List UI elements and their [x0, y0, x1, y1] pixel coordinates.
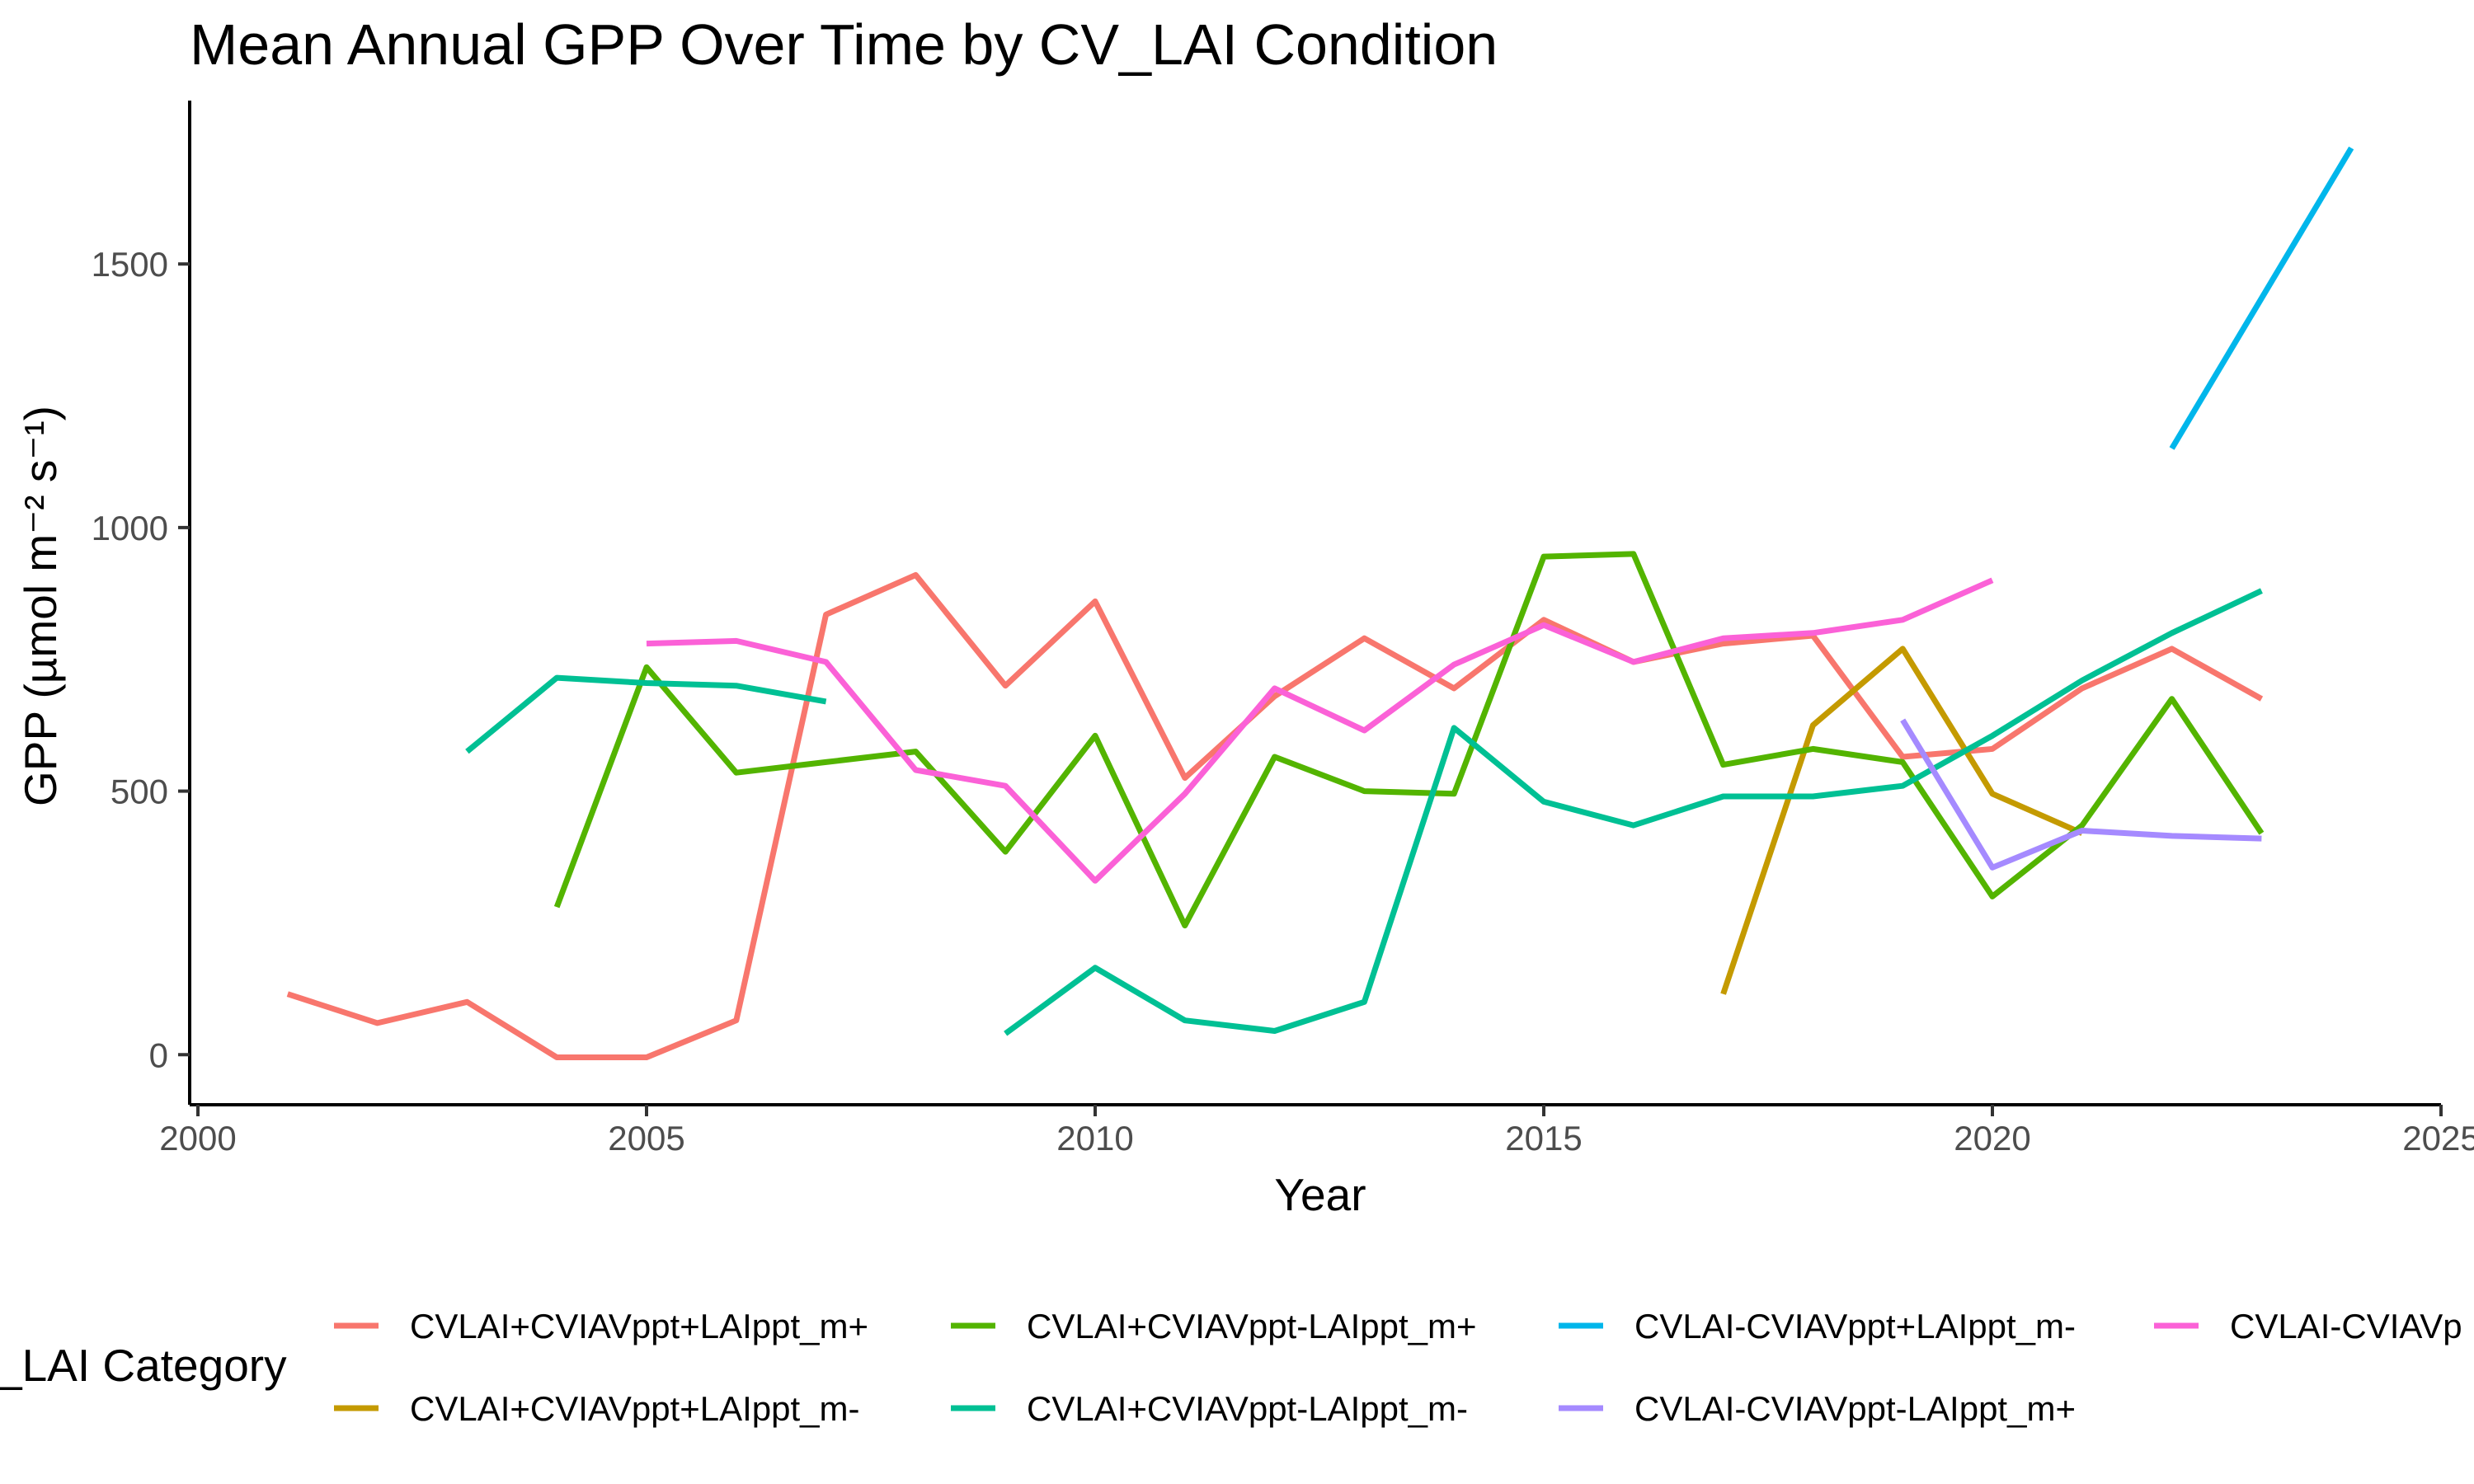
series-line [646, 577, 1994, 884]
y-tick-label: 1500 [92, 245, 168, 284]
legend-title: _LAI Category [0, 1340, 287, 1391]
x-tick-label: 2000 [159, 1119, 236, 1158]
legend-label: CVLAI+CVIAVppt+LAIppt_m- [410, 1389, 860, 1428]
x-tick-label: 2005 [608, 1119, 684, 1158]
x-tick-label: 2020 [1954, 1119, 2030, 1158]
y-axis-ticks: 0 500 1000 1500 [92, 245, 190, 1074]
y-tick-label: 0 [149, 1036, 168, 1074]
series-line [553, 551, 2265, 929]
legend: _LAI Category CVLAI+CVIAVppt+LAIppt_m+ CV… [0, 1307, 2462, 1428]
series-line [1900, 718, 2262, 871]
legend-label: CVLAI-CVIAVppt+LAIppt_m- [1634, 1307, 2076, 1345]
series-line [286, 571, 2264, 1060]
y-tick-label: 1000 [92, 509, 168, 547]
legend-label: CVLAI+CVIAVppt-LAIppt_m+ [1027, 1307, 1477, 1345]
y-tick-label: 500 [111, 773, 168, 811]
chart-title: Mean Annual GPP Over Time by CV_LAI Cond… [190, 12, 1498, 77]
x-tick-label: 2025 [2402, 1119, 2474, 1158]
legend-label: CVLAI+CVIAVppt+LAIppt_m+ [410, 1307, 868, 1345]
legend-label: CVLAI-CVIAVppt-LAIppt_m+ [1634, 1389, 2076, 1428]
legend-items: CVLAI+CVIAVppt+LAIppt_m+ CVLAI+CVIAVppt-L… [334, 1307, 2462, 1428]
x-tick-label: 2015 [1505, 1119, 1582, 1158]
series-line [465, 674, 827, 754]
series-line [1720, 646, 2084, 995]
y-axis-title: GPP (µmol m⁻² s⁻¹) [15, 406, 66, 806]
legend-label: CVLAI-CVIAVp [2230, 1307, 2462, 1345]
x-tick-label: 2010 [1056, 1119, 1133, 1158]
x-axis-title: Year [1274, 1169, 1366, 1220]
legend-label: CVLAI+CVIAVppt-LAIppt_m- [1027, 1389, 1468, 1428]
series-line [2169, 146, 2354, 450]
plot-area [286, 146, 2354, 1060]
series-line [1004, 588, 2263, 1036]
x-axis-ticks: 2000 2005 2010 2015 2020 2025 [159, 1105, 2474, 1158]
